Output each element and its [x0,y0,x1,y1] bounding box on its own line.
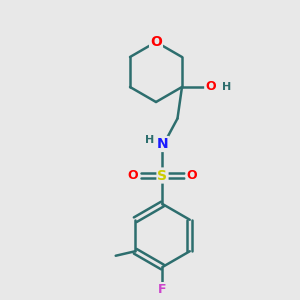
Text: H: H [145,135,154,146]
Text: H: H [222,82,232,92]
Text: O: O [150,35,162,49]
Text: O: O [128,169,138,182]
Text: O: O [205,80,216,94]
Text: S: S [158,169,167,182]
Text: F: F [158,283,167,296]
Text: O: O [187,169,197,182]
Text: N: N [157,137,168,151]
